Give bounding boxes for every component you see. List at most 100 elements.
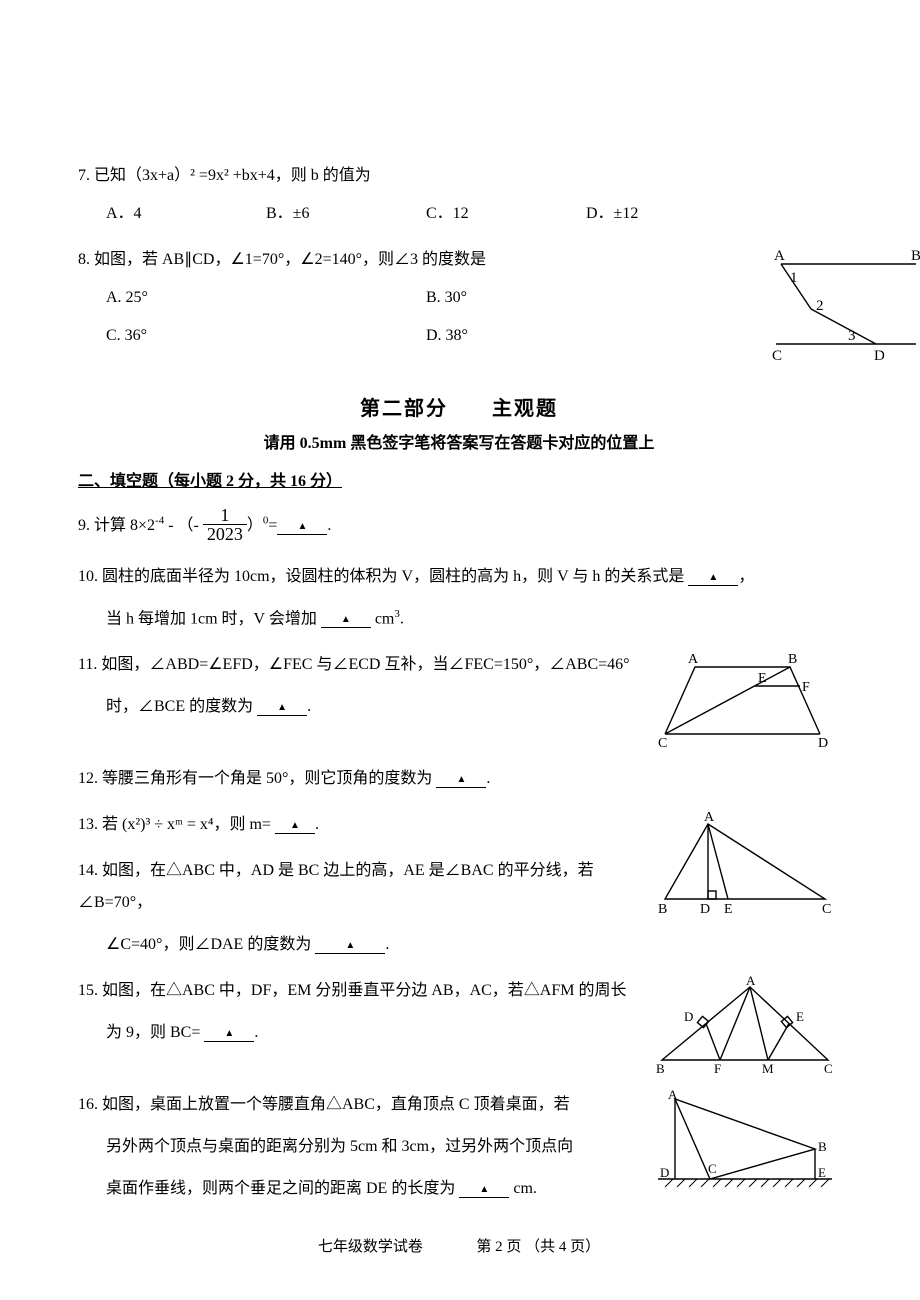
question-10: 10. 圆柱的底面半径为 10cm，设圆柱的体积为 V，圆柱的高为 h，则 V … — [78, 561, 840, 635]
fig-B: B — [818, 1139, 827, 1154]
fig-label-A: A — [774, 248, 785, 264]
fig-label-2: 2 — [816, 298, 824, 314]
fig-label-D: D — [874, 348, 885, 364]
q7-stem: 7. 已知（3x+a）² =9x² +bx+4，则 b 的值为 — [78, 160, 840, 192]
q8-opt-d: D. 38° — [426, 320, 746, 352]
question-13-14: 13. 若 (x²)³ ÷ xᵐ = x⁴，则 m= . 14. 如图，在△AB… — [78, 809, 840, 961]
question-9: 9. 计算 8×2-4 - （- 12023）0=. — [78, 505, 840, 547]
question-15: 15. 如图，在△ABC 中，DF，EM 分别垂直平分边 AB，AC，若△AFM… — [78, 975, 840, 1075]
q10-line2-pre: 当 h 每增加 1cm 时，V 会增加 — [106, 610, 317, 627]
q7-options: A．4 B．±6 C．12 D．±12 — [106, 198, 840, 230]
q8-opt-b: B. 30° — [426, 282, 746, 314]
fig-E: E — [796, 1009, 804, 1024]
fig-D: D — [660, 1165, 669, 1180]
q9-mid: - （- — [164, 517, 203, 534]
page-footer: 七年级数学试卷 第 2 页 （共 4 页） — [78, 1235, 840, 1256]
q12-pre: 12. 等腰三角形有一个角是 50°，则它顶角的度数为 — [78, 770, 432, 787]
q11-line2-pre: 时，∠BCE 的度数为 — [106, 698, 253, 715]
q9-eq: = — [268, 517, 277, 534]
fig-F: F — [802, 680, 810, 695]
fig-C: C — [658, 736, 667, 749]
q15-line2-pre: 为 9，则 BC= — [106, 1024, 200, 1041]
q14-line1: 14. 如图，在△ABC 中，AD 是 BC 边上的高，AE 是∠BAC 的平分… — [78, 855, 640, 919]
q13-tail: . — [315, 816, 319, 833]
q10-line1: 10. 圆柱的底面半径为 10cm，设圆柱的体积为 V，圆柱的高为 h，则 V … — [78, 568, 684, 585]
q7-opt-a: A．4 — [106, 198, 266, 230]
q8-options: A. 25° B. 30° — [106, 282, 746, 314]
fig-label-1: 1 — [790, 270, 798, 286]
q12-blank — [436, 771, 486, 788]
q11-line1: 11. 如图，∠ABD=∠EFD，∠FEC 与∠ECD 互补，当∠FEC=150… — [78, 649, 640, 681]
question-7: 7. 已知（3x+a）² =9x² +bx+4，则 b 的值为 A．4 B．±6… — [78, 160, 840, 230]
q10-tail: . — [400, 610, 404, 627]
q15-blank — [204, 1025, 254, 1042]
q15-line1: 15. 如图，在△ABC 中，DF，EM 分别垂直平分边 AB，AC，若△AFM… — [78, 975, 640, 1007]
fig-E: E — [818, 1165, 826, 1180]
q11-figure: A B C D E F — [650, 649, 840, 749]
fig-B: B — [656, 1061, 665, 1075]
q9-frac-num: 1 — [203, 506, 247, 525]
q14-tail: . — [385, 936, 389, 953]
q15-figure: A B C D E F M — [650, 975, 840, 1075]
question-12: 12. 等腰三角形有一个角是 50°，则它顶角的度数为 . — [78, 763, 840, 795]
q12-tail: . — [486, 770, 490, 787]
part2-sub: 请用 0.5mm 黑色签字笔将答案写在答题卡对应的位置上 — [78, 429, 840, 453]
q9-blank — [277, 518, 327, 535]
fig-label-3: 3 — [848, 328, 856, 344]
q16-figure: A B C D E — [650, 1089, 840, 1199]
q14-blank — [315, 937, 385, 954]
q9-after: ） — [247, 517, 263, 534]
q13-blank — [275, 817, 315, 834]
fig-D: D — [700, 902, 710, 917]
fig-E: E — [758, 671, 767, 686]
q10-l1-tail: ， — [738, 568, 754, 585]
q9-sup1: -4 — [155, 515, 164, 527]
section2-title: 二、填空题（每小题 2 分，共 16 分） — [78, 467, 840, 491]
q14-figure: A B D E C — [650, 809, 840, 919]
q7-opt-c: C．12 — [426, 198, 586, 230]
q8-stem: 8. 如图，若 AB∥CD，∠1=70°，∠2=140°，则∠3 的度数是 — [78, 244, 746, 276]
fig-D: D — [818, 736, 828, 749]
fig-A: A — [746, 975, 756, 988]
q9-pre: 9. 计算 8×2 — [78, 517, 155, 534]
q8-options-2: C. 36° D. 38° — [106, 320, 746, 352]
fig-E: E — [724, 902, 733, 917]
fig-F: F — [714, 1061, 721, 1075]
q16-unit: cm. — [513, 1180, 537, 1197]
question-16: 16. 如图，桌面上放置一个等腰直角△ABC，直角顶点 C 顶着桌面，若 另外两… — [78, 1089, 840, 1205]
q15-tail: . — [254, 1024, 258, 1041]
fig-B: B — [658, 902, 667, 917]
fig-D: D — [684, 1009, 693, 1024]
q7-opt-b: B．±6 — [266, 198, 426, 230]
fig-C: C — [824, 1061, 833, 1075]
question-8: 8. 如图，若 AB∥CD，∠1=70°，∠2=140°，则∠3 的度数是 A.… — [78, 244, 840, 374]
q11-tail: . — [307, 698, 311, 715]
fig-B: B — [788, 652, 797, 667]
question-11: 11. 如图，∠ABD=∠EFD，∠FEC 与∠ECD 互补，当∠FEC=150… — [78, 649, 840, 749]
part2-heading: 第二部分 主观题 — [78, 392, 840, 421]
fig-A: A — [668, 1089, 678, 1102]
fig-label-B: B — [911, 248, 920, 264]
q9-frac: 12023 — [203, 506, 247, 543]
question-13: 13. 若 (x²)³ ÷ xᵐ = x⁴，则 m= . — [78, 809, 640, 841]
q16-blank — [459, 1181, 509, 1198]
q16-line3-pre: 桌面作垂线，则两个垂足之间的距离 DE 的长度为 — [106, 1180, 455, 1197]
q8-opt-c: C. 36° — [106, 320, 426, 352]
fig-label-C: C — [772, 348, 782, 364]
q16-line1: 16. 如图，桌面上放置一个等腰直角△ABC，直角顶点 C 顶着桌面，若 — [78, 1089, 640, 1121]
question-14: 14. 如图，在△ABC 中，AD 是 BC 边上的高，AE 是∠BAC 的平分… — [78, 855, 640, 961]
q10-blank1 — [688, 569, 738, 586]
fig-A: A — [704, 810, 715, 825]
fig-C: C — [822, 902, 831, 917]
q9-period: . — [327, 517, 331, 534]
q16-line2: 另外两个顶点与桌面的距离分别为 5cm 和 3cm，过另外两个顶点向 — [106, 1131, 640, 1163]
footer-left: 七年级数学试卷 — [318, 1239, 423, 1255]
fig-C: C — [708, 1161, 717, 1176]
q11-blank — [257, 699, 307, 716]
q8-opt-a: A. 25° — [106, 282, 426, 314]
q8-figure: A B C D 1 2 3 — [756, 244, 920, 374]
q14-line2-pre: ∠C=40°，则∠DAE 的度数为 — [106, 936, 311, 953]
q9-frac-den: 2023 — [203, 525, 247, 543]
q10-blank2 — [321, 611, 371, 628]
q13-pre: 13. 若 (x²)³ ÷ xᵐ = x⁴，则 m= — [78, 816, 271, 833]
